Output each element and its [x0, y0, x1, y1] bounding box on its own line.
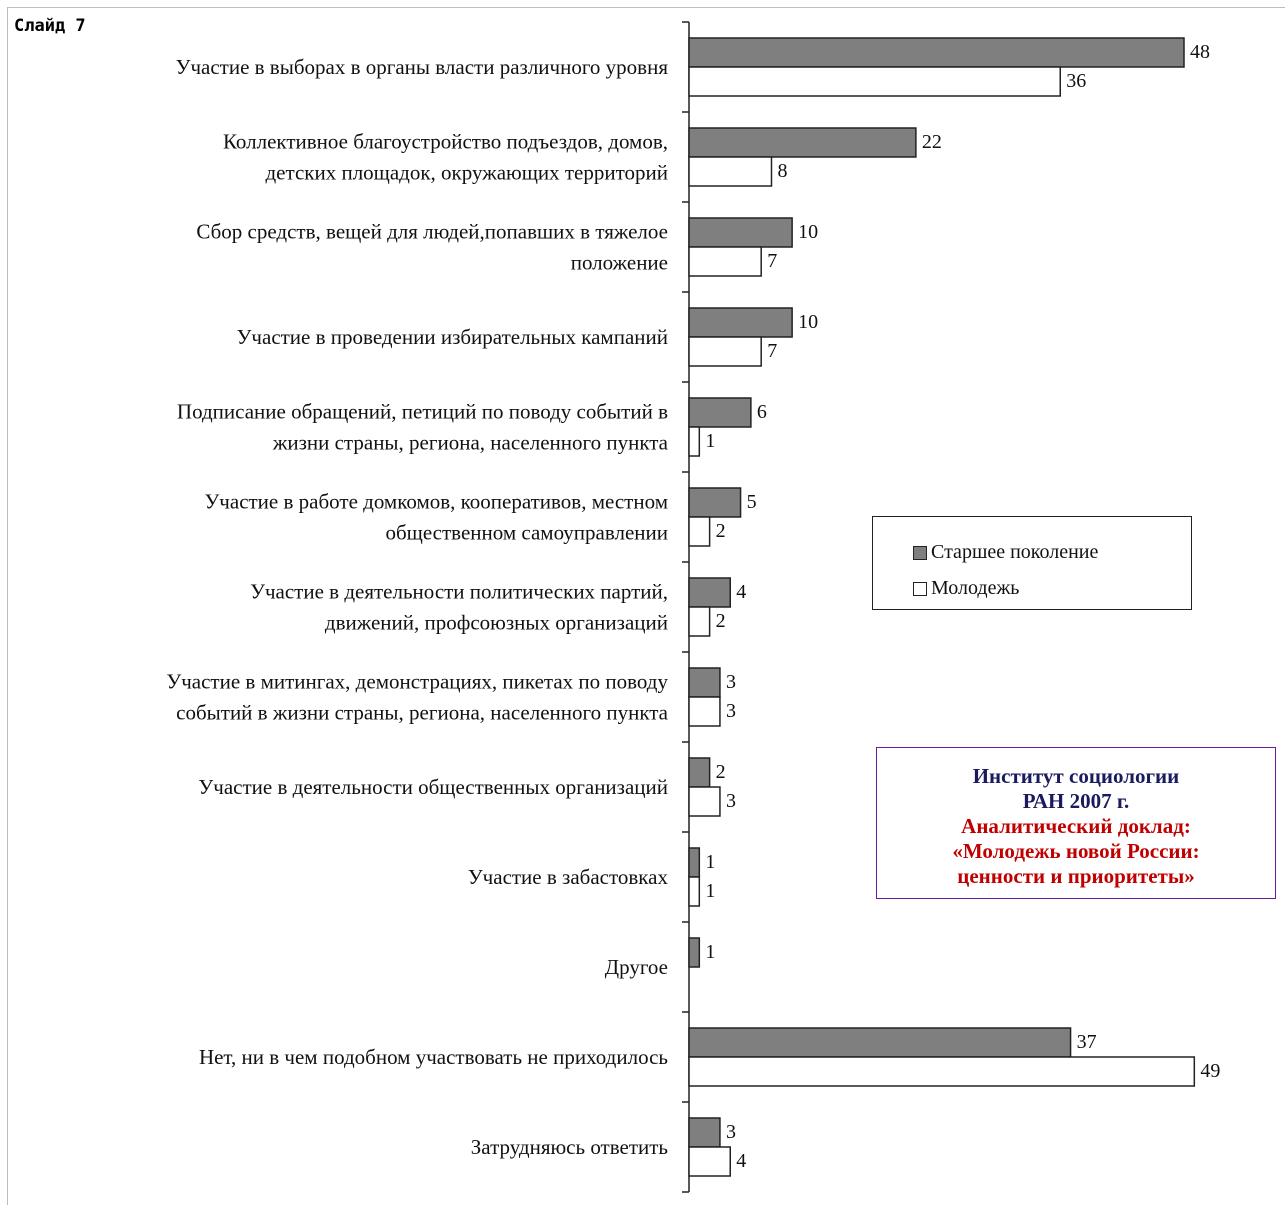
source-report-heading: Аналитический доклад: [961, 814, 1191, 838]
data-label-older: 48 [1190, 41, 1210, 63]
bar-youth [688, 876, 701, 907]
data-label-youth: 7 [767, 250, 777, 272]
category-label: жизни страны, региона, населенного пункт… [272, 431, 669, 455]
bar-older [688, 1027, 1072, 1058]
data-label-youth: 36 [1066, 70, 1086, 92]
category-label: Затрудняюсь ответить [471, 1135, 668, 1159]
category-label: общественном самоуправлении [385, 521, 668, 545]
data-label-older: 6 [757, 401, 767, 423]
legend-item-older: Старшее поколение [913, 541, 1098, 564]
data-label-youth: 4 [736, 1150, 746, 1172]
data-label-youth: 7 [767, 340, 777, 362]
bar-youth [688, 1056, 1196, 1087]
bar-youth [688, 156, 773, 187]
data-label-older: 4 [736, 581, 746, 603]
source-institute: Институт социологии [972, 764, 1180, 788]
data-label-youth: 49 [1200, 1060, 1220, 1082]
bar-older [688, 757, 711, 788]
source-year: РАН 2007 г. [1022, 789, 1130, 813]
slide-frame [7, 7, 1285, 1205]
bar-older [688, 847, 701, 878]
data-label-older: 3 [726, 1121, 736, 1143]
legend-item-youth: Молодежь [913, 577, 1019, 600]
bar-older [688, 397, 752, 428]
category-label: положение [571, 251, 668, 275]
source-box: Институт социологии РАН 2007 г. Аналитич… [876, 747, 1276, 899]
bar-older [688, 487, 742, 518]
category-label: Участие в деятельности общественных орга… [198, 775, 668, 799]
bar-older [688, 667, 721, 698]
data-label-youth: 1 [705, 430, 715, 452]
bar-older [688, 127, 917, 158]
data-label-older: 3 [726, 671, 736, 693]
data-label-youth: 1 [705, 880, 715, 902]
data-label-youth: 2 [716, 610, 726, 632]
slide-label: Слайд 7 [14, 16, 86, 36]
legend-swatch-older [913, 545, 927, 560]
bar-older [688, 307, 793, 338]
bar-youth [688, 786, 721, 817]
data-label-older: 5 [747, 491, 757, 513]
category-label: Участие в работе домкомов, кооперативов,… [204, 490, 668, 514]
category-label: Нет, ни в чем подобном участвовать не пр… [199, 1045, 668, 1069]
category-label: детских площадок, окружающих территорий [266, 161, 669, 185]
data-label-older: 37 [1077, 1031, 1097, 1053]
category-label: Сбор средств, вещей для людей,попавших в… [196, 220, 668, 244]
bar-older [688, 577, 731, 608]
legend-label-older: Старшее поколение [931, 541, 1099, 563]
source-report-subtitle: ценности и приоритеты» [957, 864, 1195, 888]
bar-youth [688, 606, 711, 637]
category-label: Подписание обращений, петиций по поводу … [177, 400, 668, 424]
data-label-older: 10 [798, 221, 818, 243]
bar-youth [688, 66, 1061, 97]
legend-swatch-youth [913, 581, 927, 596]
data-label-youth: 8 [778, 160, 788, 182]
bar-older [688, 1117, 721, 1148]
data-label-youth: 2 [716, 520, 726, 542]
category-label: Коллективное благоустройство подъездов, … [223, 130, 668, 154]
bar-youth [688, 336, 762, 367]
category-label: Участие в митингах, демонстрациях, пикет… [166, 670, 668, 694]
bar-youth [688, 1146, 731, 1177]
category-label: событий в жизни страны, региона, населен… [176, 701, 669, 725]
data-label-youth: 3 [726, 790, 736, 812]
category-label: Участие в выборах в органы власти различ… [176, 55, 669, 79]
category-label: Участие в забастовках [468, 865, 669, 889]
data-label-youth: 3 [726, 700, 736, 722]
legend-label-youth: Молодежь [931, 577, 1020, 599]
legend: Старшее поколение Молодежь [872, 516, 1192, 610]
data-label-older: 1 [705, 941, 715, 963]
source-report-title: «Молодежь новой России: [952, 839, 1200, 863]
category-label: Участие в деятельности политических парт… [250, 580, 668, 604]
bar-youth [688, 426, 701, 457]
data-label-older: 10 [798, 311, 818, 333]
data-label-older: 22 [922, 131, 942, 153]
bar-older [688, 37, 1185, 68]
bar-older [688, 217, 793, 248]
bar-older [688, 937, 701, 968]
bar-youth [688, 696, 721, 727]
bar-youth [688, 246, 762, 277]
category-label: движений, профсоюзных организаций [325, 611, 668, 635]
data-label-older: 2 [716, 761, 726, 783]
data-label-older: 1 [705, 851, 715, 873]
bar-youth [688, 516, 711, 547]
category-label: Другое [605, 955, 668, 979]
category-label: Участие в проведении избирательных кампа… [237, 325, 668, 349]
